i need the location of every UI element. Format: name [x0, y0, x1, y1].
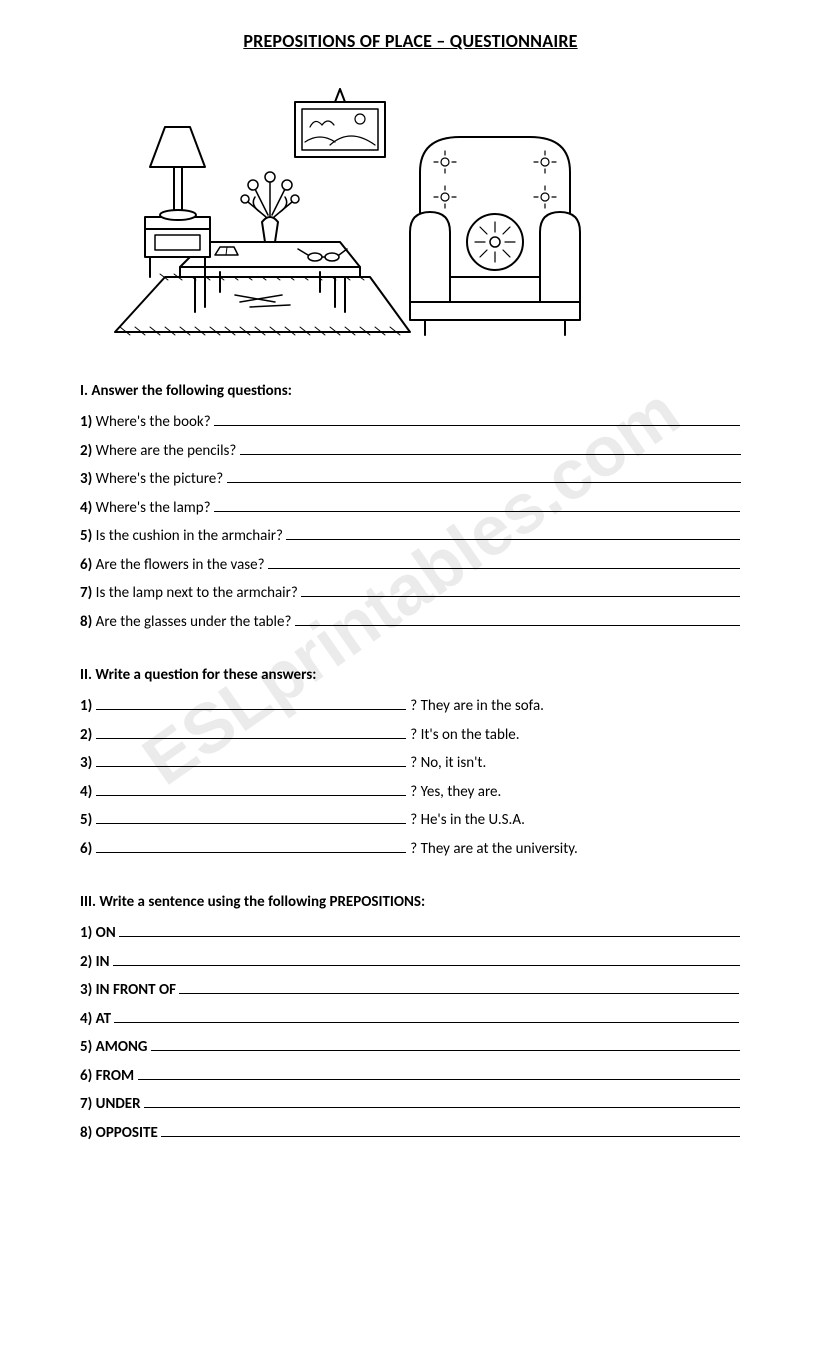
sentence-blank[interactable] — [144, 1095, 740, 1109]
preposition-line: 4) AT — [80, 1005, 741, 1034]
page-title: PREPOSITIONS OF PLACE – QUESTIONNAIRE — [80, 30, 741, 52]
given-answer: ? No, it isn't. — [410, 749, 486, 778]
question-text: Are the flowers in the vase? — [92, 556, 268, 574]
question-number: 2) — [80, 442, 92, 460]
question-text: Is the cushion in the armchair? — [92, 527, 286, 545]
question-text: Where's the book? — [92, 413, 214, 431]
question-text: Where's the picture? — [92, 470, 226, 488]
question-number: 8) — [80, 1124, 96, 1142]
preposition-line: 8) OPPOSITE — [80, 1119, 741, 1148]
question-line: 4) Where's the lamp? — [80, 494, 741, 523]
question-line: 8) Are the glasses under the table? — [80, 608, 741, 637]
section-1-heading: I. Answer the following questions: — [80, 382, 741, 400]
question-number: 4) — [80, 1010, 96, 1028]
question-number: 5) — [80, 527, 92, 545]
preposition-word: FROM — [96, 1067, 138, 1085]
answer-blank[interactable] — [240, 441, 741, 455]
answer-blank[interactable] — [295, 612, 740, 626]
section-3-heading: III. Write a sentence using the followin… — [80, 893, 741, 911]
question-blank[interactable] — [96, 782, 406, 796]
question-number: 5) — [80, 806, 92, 835]
preposition-word: ON — [96, 924, 119, 942]
section-2-heading: II. Write a question for these answers: — [80, 666, 741, 684]
question-blank[interactable] — [96, 811, 406, 825]
question-number: 3) — [80, 749, 92, 778]
question-number: 2) — [80, 953, 96, 971]
question-number: 6) — [80, 556, 92, 574]
write-question-line: 4) ? Yes, they are. — [80, 778, 741, 807]
question-number: 7) — [80, 1095, 96, 1113]
write-question-line: 5) ? He's in the U.S.A. — [80, 806, 741, 835]
given-answer: ? Yes, they are. — [410, 778, 501, 807]
given-answer: ? He's in the U.S.A. — [410, 806, 525, 835]
question-blank[interactable] — [96, 725, 406, 739]
write-question-line: 1) ? They are in the sofa. — [80, 692, 741, 721]
given-answer: ? They are at the university. — [410, 835, 578, 864]
preposition-line: 1) ON — [80, 919, 741, 948]
write-question-line: 3) ? No, it isn't. — [80, 749, 741, 778]
question-blank[interactable] — [96, 754, 406, 768]
sentence-blank[interactable] — [119, 924, 740, 938]
preposition-word: OPPOSITE — [96, 1124, 161, 1142]
worksheet-page: ESLprintables.com PREPOSITIONS OF PLACE … — [0, 0, 821, 1187]
preposition-word: UNDER — [96, 1095, 144, 1113]
preposition-line: 3) IN FRONT OF — [80, 976, 741, 1005]
question-blank[interactable] — [96, 839, 406, 853]
section-2-list: 1) ? They are in the sofa. 2) ? It's on the… — [80, 692, 741, 863]
question-number: 1) — [80, 413, 92, 431]
preposition-word: AMONG — [96, 1038, 151, 1056]
preposition-word: AT — [96, 1010, 115, 1028]
question-text: Where's the lamp? — [92, 499, 214, 517]
question-text: Is the lamp next to the armchair? — [92, 584, 301, 602]
question-line: 6) Are the flowers in the vase? — [80, 551, 741, 580]
question-number: 4) — [80, 499, 92, 517]
sentence-blank[interactable] — [179, 981, 739, 995]
sentence-blank[interactable] — [114, 1009, 739, 1023]
question-blank[interactable] — [96, 697, 406, 711]
question-number: 5) — [80, 1038, 96, 1056]
question-line: 2) Where are the pencils? — [80, 437, 741, 466]
question-line: 3) Where's the picture? — [80, 465, 741, 494]
question-number: 1) — [80, 924, 96, 942]
given-answer: ? They are in the sofa. — [410, 692, 544, 721]
answer-blank[interactable] — [286, 527, 740, 541]
answer-blank[interactable] — [214, 498, 740, 512]
section-1-list: 1) Where's the book? 2) Where are the pe… — [80, 408, 741, 636]
preposition-line: 7) UNDER — [80, 1090, 741, 1119]
question-number: 6) — [80, 1067, 96, 1085]
question-number: 1) — [80, 692, 92, 721]
preposition-word: IN — [96, 953, 113, 971]
write-question-line: 6) ? They are at the university. — [80, 835, 741, 864]
preposition-line: 6) FROM — [80, 1062, 741, 1091]
sentence-blank[interactable] — [113, 952, 740, 966]
question-text: Where are the pencils? — [92, 442, 239, 460]
preposition-line: 5) AMONG — [80, 1033, 741, 1062]
preposition-line: 2) IN — [80, 948, 741, 977]
question-line: 5) Is the cushion in the armchair? — [80, 522, 741, 551]
question-number: 3) — [80, 981, 96, 999]
answer-blank[interactable] — [301, 584, 740, 598]
answer-blank[interactable] — [268, 555, 740, 569]
question-number: 7) — [80, 584, 92, 602]
question-number: 2) — [80, 721, 92, 750]
answer-blank[interactable] — [214, 413, 740, 427]
question-number: 3) — [80, 470, 92, 488]
sentence-blank[interactable] — [138, 1066, 740, 1080]
question-text: Are the glasses under the table? — [92, 613, 295, 631]
question-line: 7) Is the lamp next to the armchair? — [80, 579, 741, 608]
preposition-word: IN FRONT OF — [96, 981, 180, 999]
living-room-illustration — [110, 77, 590, 367]
question-number: 8) — [80, 613, 92, 631]
write-question-line: 2) ? It's on the table. — [80, 721, 741, 750]
question-number: 4) — [80, 778, 92, 807]
question-number: 6) — [80, 835, 92, 864]
section-3-list: 1) ON 2) IN 3) IN FRONT OF 4) AT 5) AMON… — [80, 919, 741, 1147]
living-room-svg — [110, 77, 590, 367]
sentence-blank[interactable] — [161, 1123, 740, 1137]
question-line: 1) Where's the book? — [80, 408, 741, 437]
answer-blank[interactable] — [227, 470, 741, 484]
given-answer: ? It's on the table. — [410, 721, 519, 750]
sentence-blank[interactable] — [151, 1038, 740, 1052]
